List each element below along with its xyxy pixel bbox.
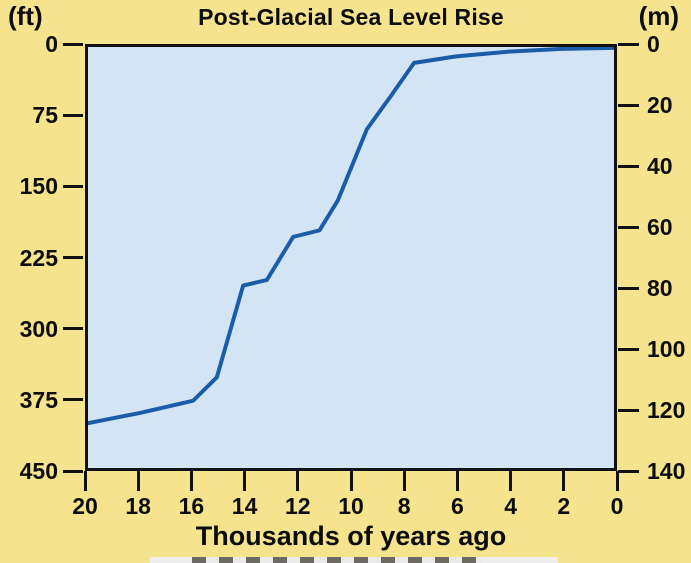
plot-area [85,44,617,471]
left-axis-tick-label: 375 [19,386,58,413]
right-axis-tick [618,347,639,351]
right-axis-tick [618,408,639,412]
left-axis-tick-label: 300 [19,315,58,342]
x-axis-tick-label: 20 [72,493,98,519]
left-axis-tick [63,327,83,331]
x-axis-tick [402,471,406,491]
sea-level-series-line [88,47,614,426]
cropped-caption-strip [150,557,558,563]
right-axis-tick-label: 40 [647,153,673,179]
x-axis-tick-label: 10 [338,493,364,519]
right-axis-tick [618,469,639,473]
x-axis-tick-label: 18 [125,493,151,519]
left-axis-unit-label: (ft) [8,1,43,31]
left-axis-tick [63,256,83,259]
left-axis-tick-label: 0 [45,31,58,57]
left-axis-tick-label: 450 [19,458,58,484]
left-axis-tick [63,469,83,473]
x-axis-tick-label: 4 [504,493,517,519]
x-axis-tick [243,471,247,491]
right-axis-tick-label: 140 [647,458,686,484]
right-axis-tick-label: 20 [647,92,673,118]
left-axis-tick-label: 150 [19,173,58,200]
x-axis-tick-label: 12 [285,493,311,519]
right-axis-tick-label: 120 [647,397,686,423]
x-axis-tick [296,471,300,491]
right-axis-tick [618,164,639,168]
x-axis-tick [136,471,140,491]
left-axis-tick-label: 225 [19,244,58,271]
x-axis-tick-label: 0 [610,493,624,519]
left-axis-tick [63,184,83,188]
right-axis-tick-label: 80 [647,275,673,301]
x-axis-tick-label: 8 [397,493,411,519]
left-axis-tick-label: 75 [32,102,58,129]
x-axis-tick-label: 14 [231,493,258,519]
right-axis-tick [618,225,639,229]
x-axis-title: Thousands of years ago [195,521,507,551]
right-axis-unit-label: (m) [638,1,679,31]
chart-title: Post-Glacial Sea Level Rise [198,4,504,30]
right-axis-tick [618,286,639,290]
x-axis-tick [349,471,353,491]
right-axis-tick-label: 60 [647,214,673,240]
right-axis-tick [618,42,639,46]
x-axis-tick [509,471,513,491]
left-axis-tick [63,42,83,46]
right-axis-tick-label: 100 [647,336,686,362]
sea-level-line-chart [88,47,614,426]
right-axis-tick [618,103,639,107]
x-axis-tick [83,471,87,491]
right-axis-tick-label: 0 [647,31,660,57]
x-axis-tick-label: 2 [557,493,571,519]
x-axis-tick [615,471,619,491]
left-axis-tick [63,113,83,117]
x-axis-tick-label: 16 [178,493,205,519]
x-axis-tick [189,471,193,491]
left-axis-tick [63,398,83,402]
x-axis-tick [455,471,459,491]
cropped-text-marks [192,557,482,563]
x-axis-tick-label: 6 [450,493,464,519]
x-axis-tick [562,471,566,491]
